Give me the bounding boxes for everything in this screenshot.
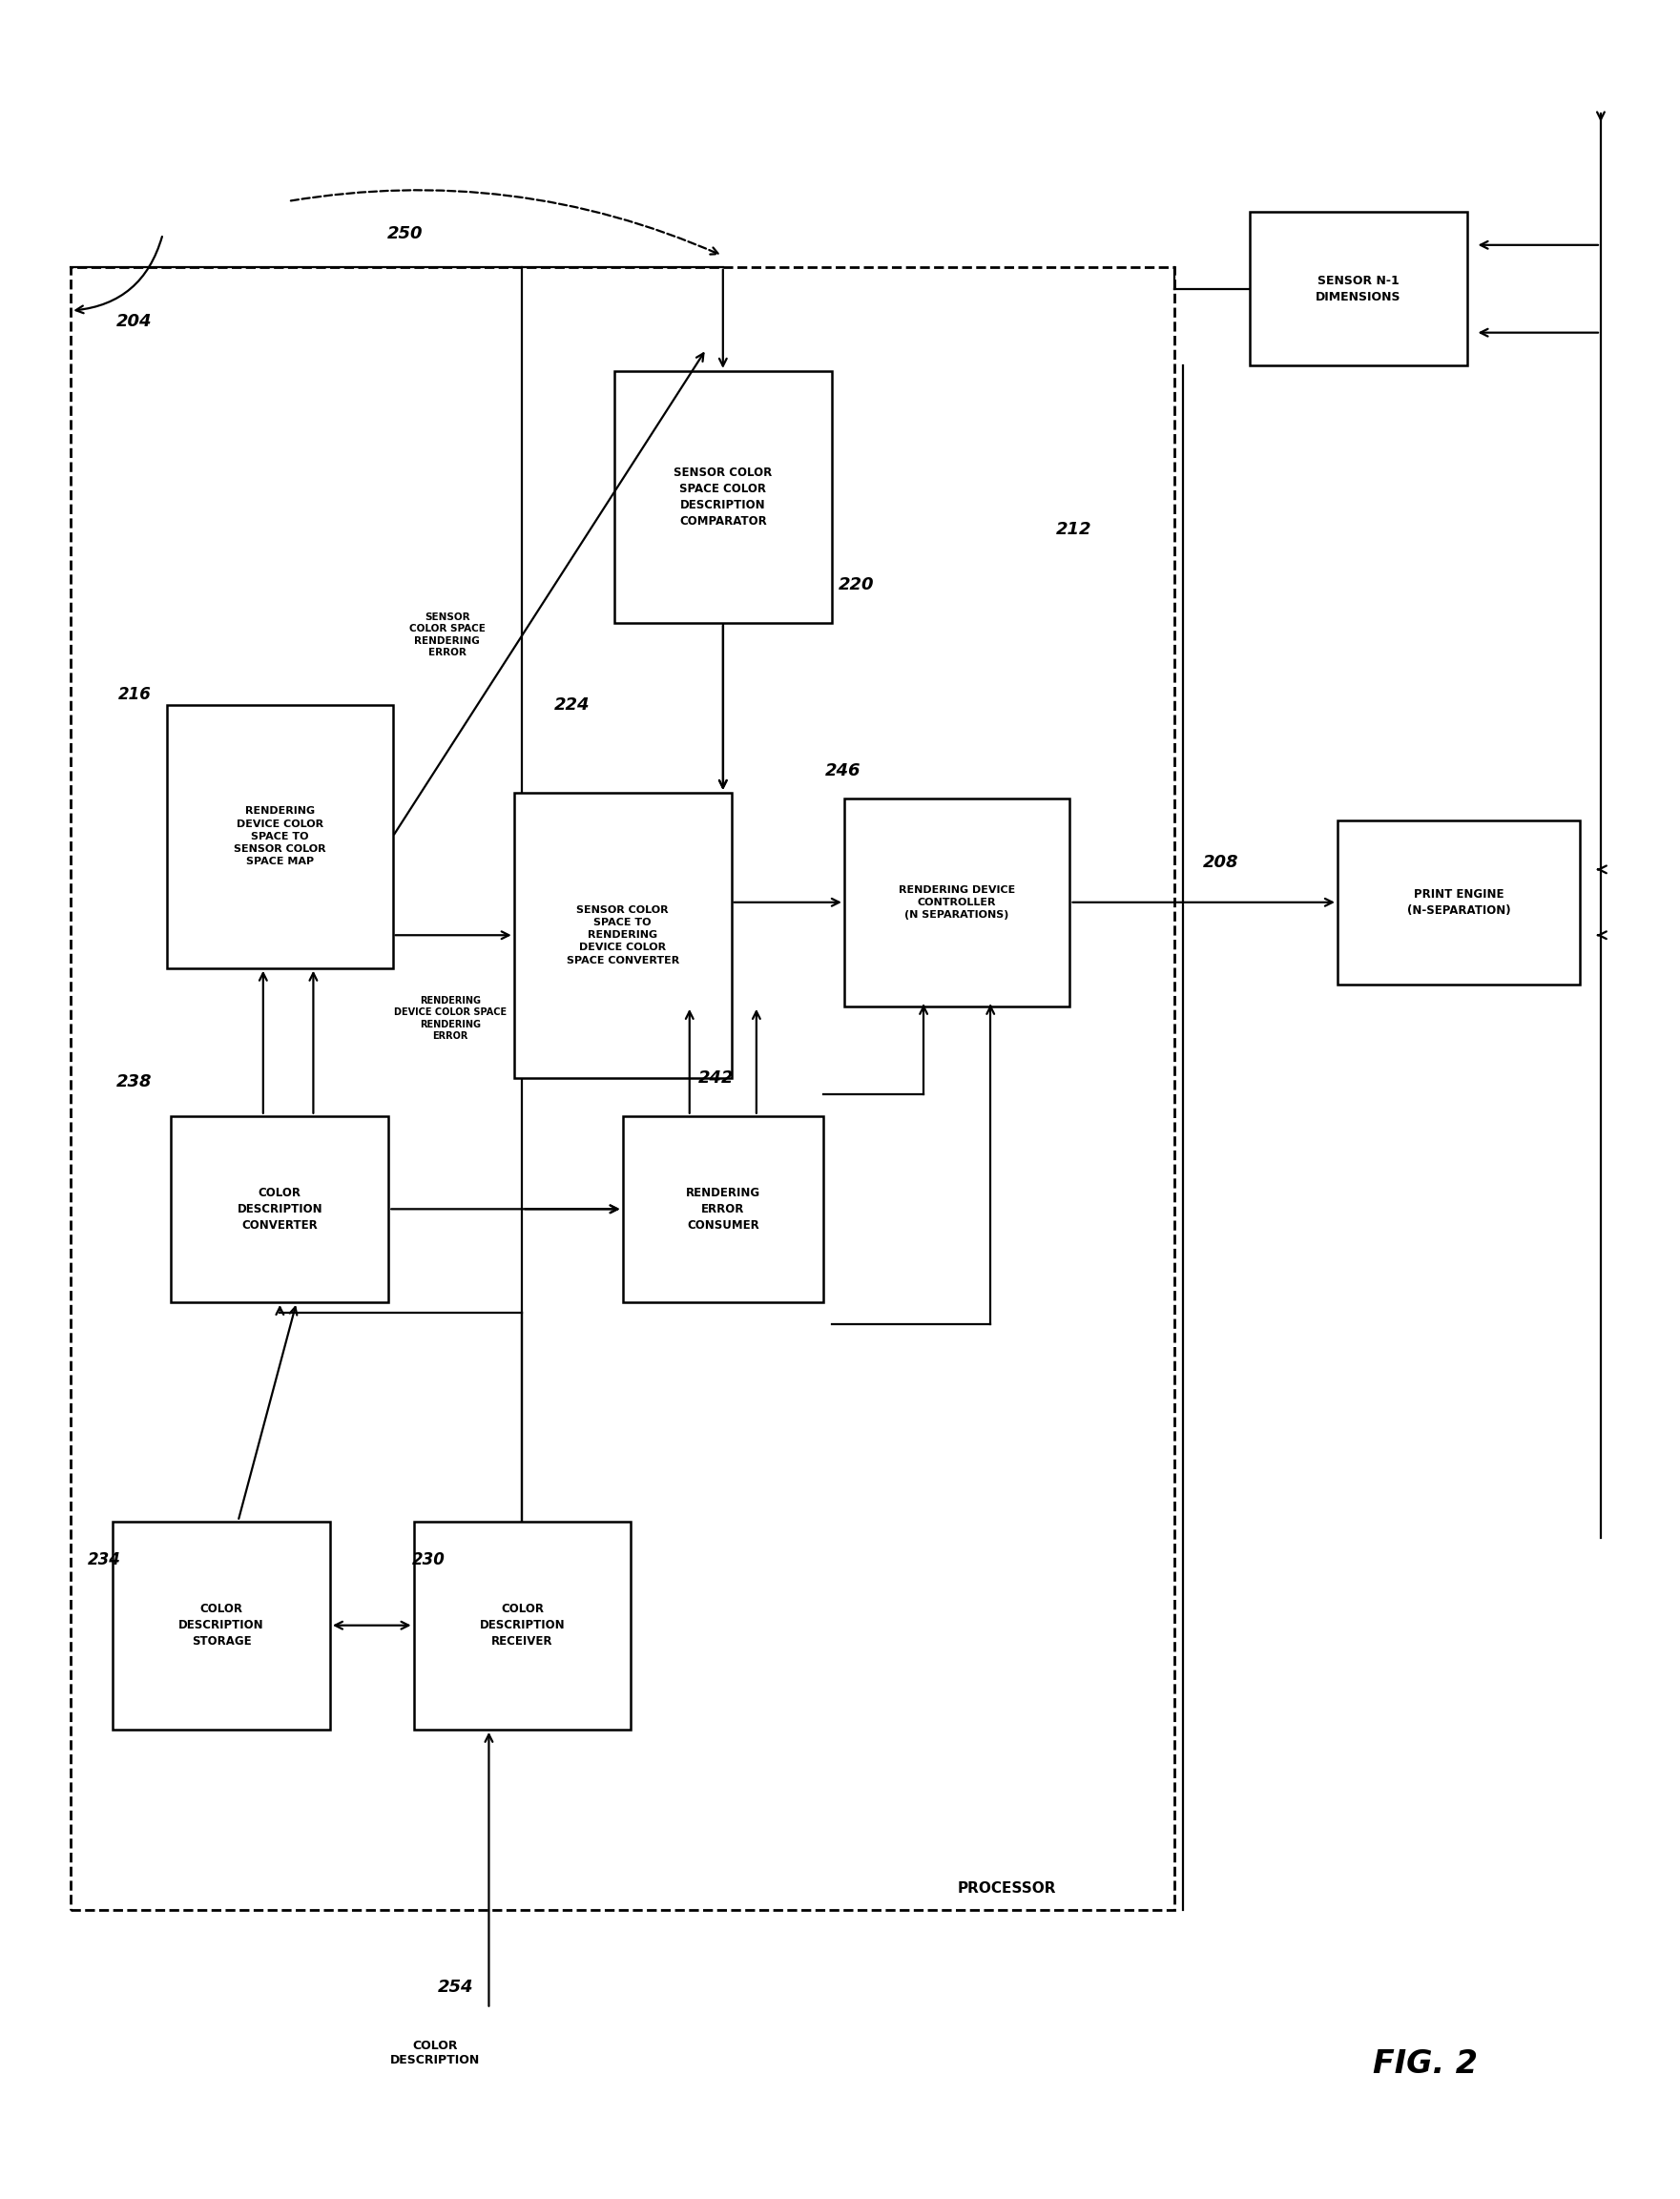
Text: 238: 238 [116, 1073, 153, 1091]
Text: PRINT ENGINE
(N-SEPARATION): PRINT ENGINE (N-SEPARATION) [1406, 888, 1510, 917]
Text: 254: 254 [437, 1979, 474, 1994]
Text: 224: 224 [554, 697, 590, 715]
Text: 246: 246 [825, 763, 862, 778]
Text: FIG. 2: FIG. 2 [1373, 2047, 1478, 2080]
Text: 212: 212 [1057, 521, 1092, 539]
Text: COLOR
DESCRIPTION: COLOR DESCRIPTION [390, 2038, 480, 2067]
Text: PROCESSOR: PROCESSOR [958, 1880, 1057, 1896]
FancyBboxPatch shape [166, 706, 393, 968]
FancyBboxPatch shape [1250, 211, 1467, 365]
FancyBboxPatch shape [843, 798, 1070, 1007]
Text: COLOR
DESCRIPTION
RECEIVER: COLOR DESCRIPTION RECEIVER [479, 1603, 564, 1647]
FancyBboxPatch shape [1337, 820, 1579, 985]
Text: RENDERING
DEVICE COLOR SPACE
RENDERING
ERROR: RENDERING DEVICE COLOR SPACE RENDERING E… [395, 996, 507, 1040]
FancyBboxPatch shape [171, 1115, 388, 1302]
Text: RENDERING
ERROR
CONSUMER: RENDERING ERROR CONSUMER [685, 1187, 761, 1231]
Text: SENSOR COLOR
SPACE TO
RENDERING
DEVICE COLOR
SPACE CONVERTER: SENSOR COLOR SPACE TO RENDERING DEVICE C… [566, 906, 679, 965]
Text: 250: 250 [388, 226, 423, 242]
FancyBboxPatch shape [514, 794, 731, 1078]
FancyBboxPatch shape [615, 372, 832, 622]
FancyBboxPatch shape [413, 1522, 632, 1728]
Text: SENSOR
COLOR SPACE
RENDERING
ERROR: SENSOR COLOR SPACE RENDERING ERROR [408, 614, 486, 658]
FancyBboxPatch shape [113, 1522, 329, 1728]
Text: RENDERING DEVICE
CONTROLLER
(N SEPARATIONS): RENDERING DEVICE CONTROLLER (N SEPARATIO… [899, 884, 1015, 919]
Text: SENSOR COLOR
SPACE COLOR
DESCRIPTION
COMPARATOR: SENSOR COLOR SPACE COLOR DESCRIPTION COM… [674, 466, 773, 528]
Text: 234: 234 [87, 1550, 121, 1568]
FancyBboxPatch shape [71, 266, 1174, 1911]
Text: COLOR
DESCRIPTION
CONVERTER: COLOR DESCRIPTION CONVERTER [237, 1187, 323, 1231]
Text: 216: 216 [118, 686, 151, 704]
Text: SENSOR N-1
DIMENSIONS: SENSOR N-1 DIMENSIONS [1315, 275, 1401, 303]
Text: 220: 220 [838, 576, 875, 594]
FancyBboxPatch shape [623, 1115, 823, 1302]
Text: 204: 204 [116, 312, 153, 330]
Text: 208: 208 [1203, 853, 1240, 871]
Text: 242: 242 [699, 1069, 734, 1086]
Text: COLOR
DESCRIPTION
STORAGE: COLOR DESCRIPTION STORAGE [178, 1603, 264, 1647]
Text: RENDERING
DEVICE COLOR
SPACE TO
SENSOR COLOR
SPACE MAP: RENDERING DEVICE COLOR SPACE TO SENSOR C… [234, 807, 326, 866]
Text: 230: 230 [412, 1550, 445, 1568]
